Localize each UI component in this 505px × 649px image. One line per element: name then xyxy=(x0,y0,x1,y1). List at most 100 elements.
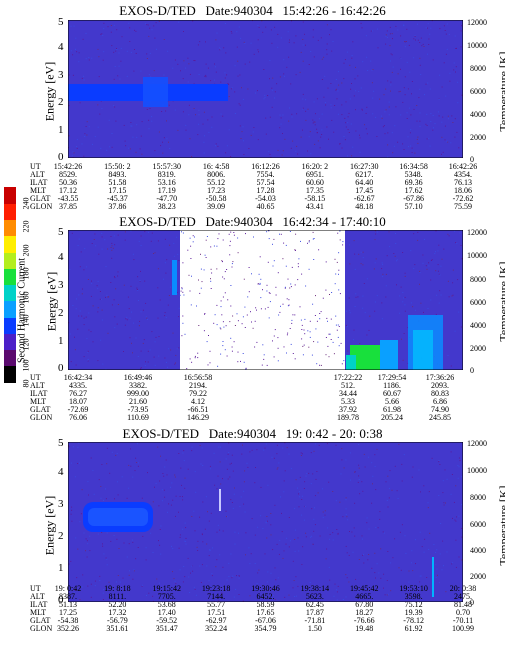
speckle-dot xyxy=(343,78,345,80)
speckle-dot xyxy=(135,30,137,32)
speckle-dot xyxy=(145,302,147,304)
y-tick: 2 xyxy=(58,307,64,319)
speckle-dot xyxy=(289,107,290,109)
speckle-dot xyxy=(286,66,288,68)
speckle-dot xyxy=(326,317,328,319)
speckle-dot xyxy=(319,147,321,149)
speckle-dot xyxy=(337,533,339,535)
speckle-dot xyxy=(342,244,344,246)
speckle-dot xyxy=(220,113,222,115)
speckle-dot xyxy=(176,291,178,293)
y-tick: 2 xyxy=(58,530,64,542)
speckle-dot xyxy=(182,496,183,498)
speckle-dot xyxy=(374,454,376,456)
speckle-dot xyxy=(420,302,422,304)
speckle-dot xyxy=(353,240,355,242)
speckle-dot xyxy=(273,260,275,262)
speckle-dot xyxy=(443,565,444,567)
speckle-dot xyxy=(173,578,175,580)
y2-tick: 12000 xyxy=(467,439,487,448)
speckle-dot xyxy=(214,314,216,316)
speckle-dot xyxy=(115,581,117,583)
ephemeris-cell: -66.51 xyxy=(187,405,209,414)
ephemeris-cell: 17:36:26 xyxy=(425,373,455,382)
speckle-dot xyxy=(315,478,317,480)
speckle-dot xyxy=(440,265,442,267)
speckle-dot xyxy=(294,284,296,286)
speckle-dot xyxy=(133,70,135,72)
speckle-dot xyxy=(262,528,264,530)
y-tick: 5 xyxy=(58,226,64,238)
speckle-dot xyxy=(178,21,180,23)
speckle-dot xyxy=(374,310,376,312)
ephemeris-cell: 17.19 xyxy=(157,186,176,195)
speckle-dot xyxy=(146,53,148,55)
color-bar xyxy=(4,187,16,383)
speckle-dot xyxy=(282,447,284,449)
speckle-dot xyxy=(128,574,130,576)
speckle-dot xyxy=(301,499,303,500)
speckle-dot xyxy=(87,359,89,361)
speckle-dot xyxy=(245,368,247,370)
speckle-dot xyxy=(446,140,448,142)
panel-title: EXOS-D/TED Date:940304 16:42:34 - 17:40:… xyxy=(119,214,386,229)
speckle-dot xyxy=(204,528,206,530)
event-features xyxy=(172,260,443,370)
speckle-dot xyxy=(345,545,347,547)
speckle-dot xyxy=(294,508,296,510)
speckle-dot xyxy=(404,46,406,48)
speckle-dot xyxy=(376,295,378,297)
speckle-dot xyxy=(244,42,246,44)
speckle-dot xyxy=(183,450,185,452)
ephemeris-cell: 17.12 xyxy=(59,186,77,195)
speckle-dot xyxy=(175,362,176,364)
speckle-dot xyxy=(222,530,224,532)
speckle-dot xyxy=(188,104,190,106)
speckle-dot xyxy=(212,547,213,549)
speckle-dot xyxy=(185,537,187,539)
speckle-dot xyxy=(372,483,373,485)
ephemeris-cell: -62.97 xyxy=(205,616,227,625)
speckle-dot xyxy=(303,344,305,346)
speckle-dot xyxy=(455,566,457,568)
speckle-dot xyxy=(402,101,404,103)
speckle-dot xyxy=(427,53,428,55)
speckle-dot xyxy=(224,292,226,294)
speckle-dot xyxy=(304,505,306,507)
ephemeris-cell: 352.24 xyxy=(205,624,228,633)
speckle-dot xyxy=(255,92,256,94)
speckle-dot xyxy=(383,532,385,534)
speckle-dot xyxy=(370,60,372,62)
speckle-dot xyxy=(351,531,353,533)
speckle-dot xyxy=(75,48,76,50)
speckle-dot xyxy=(374,262,376,264)
ephemeris-cell: 5.33 xyxy=(341,397,355,406)
speckle-dot xyxy=(292,314,294,316)
ephemeris-cell: 60.60 xyxy=(305,178,324,187)
speckle-dot xyxy=(450,451,452,453)
speckle-dot xyxy=(348,132,350,133)
speckle-dot xyxy=(435,251,436,253)
speckle-dot xyxy=(71,520,73,522)
speckle-dot xyxy=(345,126,347,128)
ephemeris-row-label: ALT xyxy=(30,592,45,601)
speckle-dot xyxy=(404,275,406,277)
speckle-dot xyxy=(123,351,124,352)
speckle-dot xyxy=(339,230,341,232)
speckle-dot xyxy=(76,139,78,141)
speckle-dot xyxy=(106,294,108,296)
speckle-dot xyxy=(374,230,376,232)
speckle-dot xyxy=(385,273,387,275)
speckle-dot xyxy=(327,320,328,322)
speckle-dot xyxy=(454,330,456,332)
speckle-dot xyxy=(389,33,391,35)
speckle-dot xyxy=(172,332,174,334)
speckle-dot xyxy=(228,452,230,453)
speckle-dot xyxy=(277,149,279,151)
speckle-dot xyxy=(338,71,339,73)
ephemeris-cell: 76.13 xyxy=(454,178,472,187)
speckle-dot xyxy=(403,87,405,89)
speckle-dot xyxy=(133,569,135,571)
speckle-dot xyxy=(220,300,222,302)
speckle-dot xyxy=(328,566,330,568)
